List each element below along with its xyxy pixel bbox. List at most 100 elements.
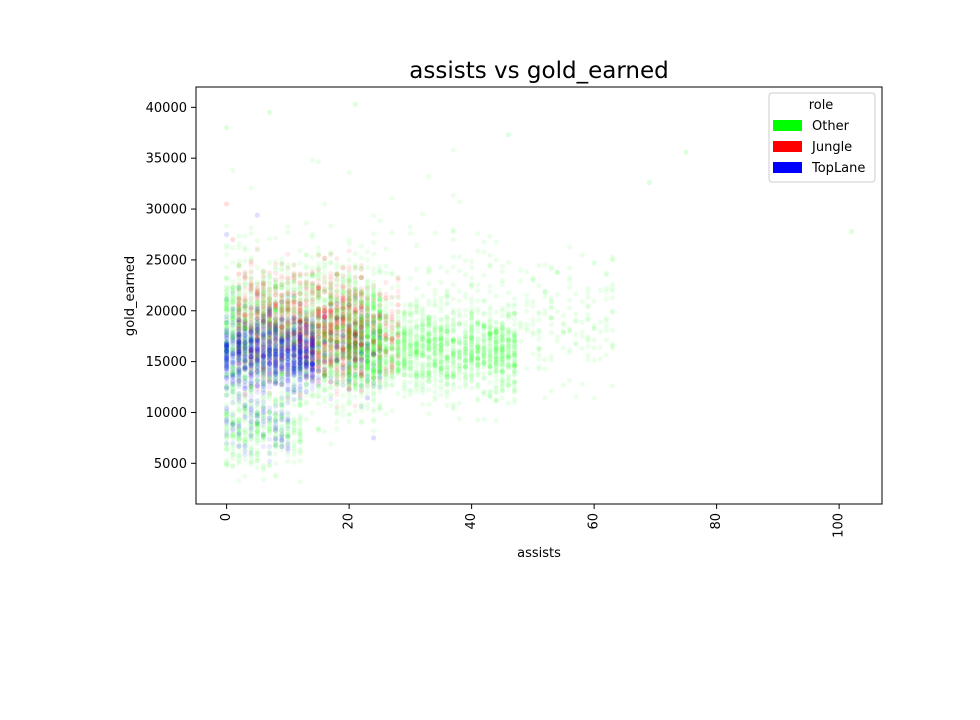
data-point (371, 291, 377, 297)
data-point (346, 312, 352, 318)
data-point (309, 347, 315, 353)
data-point (352, 287, 358, 293)
data-point (358, 298, 364, 304)
data-point (328, 336, 334, 342)
data-point (548, 329, 554, 336)
data-point (260, 342, 266, 348)
data-point (242, 341, 248, 347)
data-point (340, 277, 346, 283)
data-point (377, 340, 383, 346)
data-point (346, 274, 352, 280)
data-point (242, 331, 248, 337)
data-point (377, 363, 383, 369)
data-point (530, 303, 536, 309)
data-point (242, 345, 248, 351)
data-point (297, 350, 303, 356)
data-point (297, 446, 303, 452)
data-point (285, 321, 291, 327)
data-point (371, 370, 377, 376)
data-point (438, 324, 444, 330)
data-point (487, 283, 493, 289)
data-point (377, 332, 383, 338)
data-point (328, 259, 334, 265)
data-point (285, 321, 291, 327)
data-point (285, 305, 291, 311)
data-point (432, 230, 438, 236)
data-point (309, 337, 315, 343)
data-point (401, 394, 407, 400)
data-point (248, 324, 254, 330)
data-point (254, 288, 260, 295)
data-point (481, 272, 487, 278)
data-point (487, 347, 493, 353)
data-point (236, 364, 242, 371)
data-point (291, 346, 297, 352)
data-point (334, 350, 340, 356)
data-point (224, 342, 230, 349)
data-point (352, 360, 358, 366)
data-point (481, 375, 487, 381)
data-point (285, 294, 291, 300)
data-point (242, 345, 248, 351)
data-point (542, 288, 548, 294)
data-point (297, 320, 303, 326)
data-point (230, 371, 236, 377)
data-point (395, 363, 401, 369)
data-point (224, 319, 230, 325)
data-point (254, 321, 260, 327)
data-point (279, 336, 285, 342)
data-point (260, 467, 266, 473)
data-point (273, 307, 279, 313)
data-point (236, 367, 242, 373)
data-point (364, 359, 371, 365)
data-point (328, 354, 334, 360)
data-point (230, 288, 236, 294)
data-point (346, 328, 352, 334)
data-point (236, 377, 242, 383)
data-point (511, 380, 518, 387)
data-point (230, 314, 236, 320)
data-point (224, 320, 230, 326)
data-point (254, 347, 260, 353)
data-point (260, 375, 266, 381)
data-point (493, 397, 499, 404)
data-point (371, 315, 377, 322)
data-point (413, 325, 420, 331)
data-point (444, 314, 450, 320)
data-point (291, 439, 297, 445)
data-point (297, 319, 303, 325)
data-point (462, 365, 469, 371)
data-point (242, 336, 248, 342)
data-point (309, 323, 315, 329)
data-point (248, 282, 254, 288)
data-point (297, 307, 303, 313)
data-point (401, 302, 407, 308)
data-point (407, 359, 413, 365)
data-point (260, 319, 266, 326)
data-point (242, 325, 248, 331)
data-point (248, 362, 254, 368)
data-point (450, 322, 456, 328)
data-point (230, 245, 236, 251)
data-point (364, 323, 371, 329)
data-point (297, 458, 303, 464)
data-point (371, 344, 377, 350)
data-point (334, 382, 340, 388)
data-point (291, 459, 297, 465)
data-point (328, 344, 334, 350)
data-point (377, 267, 383, 273)
data-point (224, 363, 230, 369)
data-point (469, 309, 475, 315)
data-point (303, 283, 309, 289)
data-point (328, 314, 334, 320)
data-point (585, 289, 591, 295)
data-point (297, 346, 303, 352)
data-point (273, 320, 279, 326)
data-point (371, 312, 377, 318)
data-point (273, 369, 279, 376)
data-point (291, 329, 297, 335)
data-point (328, 321, 334, 328)
data-point (340, 290, 346, 296)
data-point (432, 397, 438, 403)
data-point (230, 369, 236, 375)
